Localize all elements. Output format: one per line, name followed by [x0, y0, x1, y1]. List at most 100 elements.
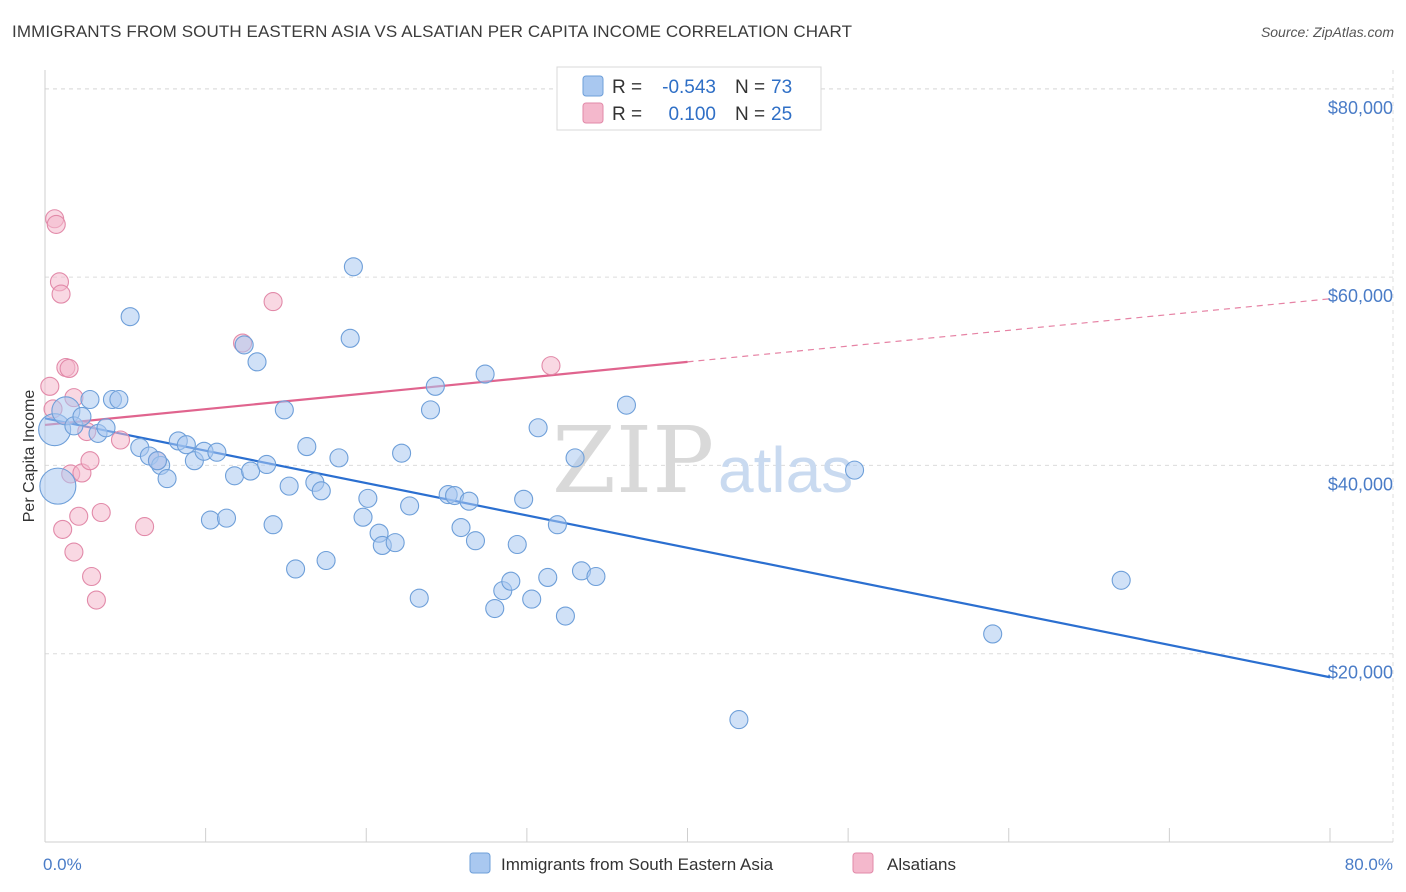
- bottom-legend-label-1: Immigrants from South Eastern Asia: [501, 855, 774, 874]
- data-point-sea: [616, 395, 637, 415]
- data-point-sea: [528, 418, 548, 438]
- data-point-sea: [311, 481, 331, 501]
- y-tick-label: $40,000: [1328, 474, 1393, 494]
- data-point-sea: [274, 400, 294, 420]
- data-point-sea: [538, 567, 558, 587]
- data-point-sea: [844, 460, 865, 480]
- watermark: ZIP atlas: [552, 407, 853, 514]
- data-point-sea: [385, 533, 405, 553]
- data-point-alsatian: [91, 502, 111, 523]
- data-point-sea: [329, 448, 349, 468]
- data-point-sea: [514, 489, 534, 509]
- data-point-sea: [234, 335, 254, 355]
- data-point-sea: [451, 518, 471, 538]
- legend-r-value-2: 0.100: [668, 104, 716, 125]
- data-point-sea: [465, 531, 486, 551]
- data-point-sea: [459, 491, 479, 511]
- data-point-sea: [147, 451, 167, 471]
- data-point-sea: [340, 328, 360, 348]
- data-point-sea: [409, 588, 429, 608]
- tick-labels: $20,000 $40,000 $60,000 $80,000 0.0% 80.0%: [43, 98, 1393, 874]
- legend-swatch-pink: [582, 102, 604, 124]
- data-point-sea: [72, 406, 92, 427]
- data-point-sea: [400, 496, 420, 516]
- data-point-sea: [501, 571, 521, 591]
- data-point-sea: [983, 624, 1003, 644]
- data-point-sea: [420, 400, 441, 420]
- data-point-alsatian: [46, 214, 66, 234]
- x-tick-label: 80.0%: [1345, 855, 1393, 874]
- legend-n-value-1: 73: [771, 77, 792, 98]
- data-point-alsatian: [51, 284, 71, 304]
- data-point-sea: [586, 566, 606, 587]
- legend-r-label-2: R =: [612, 104, 642, 125]
- data-point-sea: [729, 710, 749, 730]
- watermark-atlas: atlas: [718, 434, 853, 506]
- chart-source: Source: ZipAtlas.com: [1260, 24, 1394, 40]
- data-point-sea: [96, 418, 116, 438]
- data-point-alsatian: [263, 292, 283, 312]
- y-tick-label: $60,000: [1328, 286, 1393, 306]
- legend-swatch-blue: [582, 75, 604, 97]
- trend-line-dashed-pink: [687, 298, 1331, 363]
- data-point-sea: [565, 448, 585, 468]
- data-point-sea: [279, 476, 299, 496]
- data-point-sea: [343, 257, 363, 277]
- data-point-sea: [547, 515, 567, 535]
- data-point-alsatian: [64, 542, 84, 562]
- data-point-sea: [176, 435, 196, 455]
- data-point-sea: [207, 442, 227, 462]
- data-point-sea: [216, 508, 237, 528]
- data-point-sea: [297, 437, 317, 457]
- data-point-sea: [555, 606, 575, 626]
- data-point-sea: [257, 454, 277, 475]
- legend-box: R = -0.543 N = 73 R = 0.100 N = 25: [556, 66, 822, 131]
- data-point-sea: [507, 534, 527, 555]
- data-point-sea: [392, 443, 412, 463]
- legend-r-value-1: -0.543: [662, 77, 716, 98]
- bottom-legend-swatch-pink: [852, 852, 874, 874]
- data-point-sea: [157, 469, 177, 489]
- data-point-alsatian: [59, 358, 79, 378]
- data-point-alsatian: [40, 376, 60, 396]
- data-point-sea: [200, 510, 220, 530]
- legend-n-label-1: N =: [735, 77, 765, 98]
- data-point-sea: [241, 461, 261, 481]
- data-points: [38, 209, 1131, 730]
- data-point-sea: [224, 466, 245, 486]
- data-point-sea: [247, 352, 267, 372]
- data-point-alsatian: [110, 430, 131, 450]
- legend-r-label-1: R =: [612, 77, 642, 98]
- trend-line-pink: [44, 360, 688, 427]
- data-point-sea: [39, 467, 77, 505]
- data-point-sea: [316, 550, 336, 571]
- data-point-sea: [80, 389, 100, 410]
- bottom-legend: Immigrants from South Eastern Asia Alsat…: [469, 852, 956, 874]
- y-axis-label: Per Capita Income: [21, 390, 38, 523]
- data-point-sea: [522, 589, 542, 609]
- y-tick-label: $80,000: [1328, 98, 1393, 118]
- data-point-sea: [1111, 570, 1131, 590]
- axes: [44, 70, 1393, 843]
- y-tick-label: $20,000: [1328, 663, 1393, 683]
- data-point-alsatian: [80, 451, 100, 471]
- data-point-sea: [286, 559, 306, 579]
- chart-title: IMMIGRANTS FROM SOUTH EASTERN ASIA VS AL…: [12, 22, 853, 41]
- data-point-alsatian: [53, 519, 73, 539]
- data-point-sea: [120, 307, 140, 327]
- data-point-sea: [109, 389, 129, 410]
- bottom-legend-swatch-blue: [469, 852, 491, 874]
- data-point-sea: [475, 364, 495, 384]
- bottom-legend-label-2: Alsatians: [887, 855, 956, 874]
- data-point-alsatian: [541, 356, 561, 376]
- data-point-sea: [358, 488, 378, 508]
- data-point-alsatian: [86, 590, 106, 610]
- data-point-sea: [485, 598, 505, 619]
- data-point-alsatian: [82, 566, 102, 587]
- x-tick-label: 0.0%: [43, 855, 82, 874]
- data-point-alsatian: [69, 506, 89, 526]
- data-point-sea: [425, 376, 445, 396]
- data-point-alsatian: [135, 517, 155, 537]
- legend-n-label-2: N =: [735, 104, 765, 125]
